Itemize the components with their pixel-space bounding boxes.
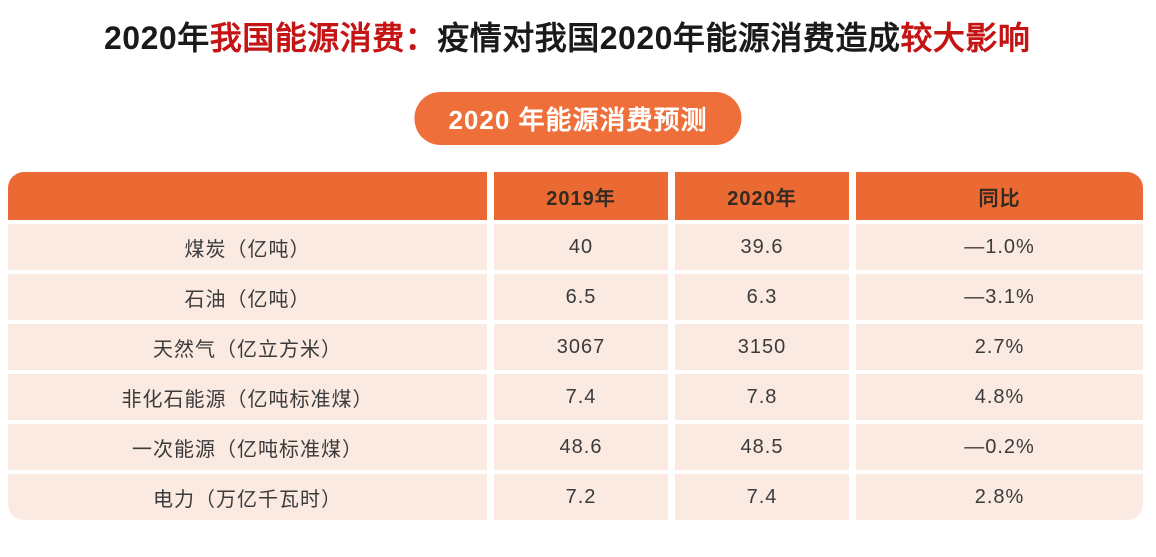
row-oil-2020: 6.3 bbox=[675, 274, 849, 320]
header-cell-2020: 2020年 bbox=[675, 172, 849, 220]
header-cell-category bbox=[8, 172, 487, 220]
row-oil-2019: 6.5 bbox=[494, 274, 668, 320]
row-primary-2020: 48.5 bbox=[675, 424, 849, 470]
title-segment-black-2: 疫情对我国2020年能源消费造成 bbox=[437, 20, 901, 56]
row-nonfossil-2020: 7.8 bbox=[675, 374, 849, 420]
row-nonfossil-yoy: 4.8% bbox=[856, 374, 1143, 420]
row-electricity-2019: 7.2 bbox=[494, 474, 668, 520]
row-gas-2019: 3067 bbox=[494, 324, 668, 370]
row-coal-label: 煤炭（亿吨） bbox=[8, 224, 487, 270]
row-nonfossil-2019: 7.4 bbox=[494, 374, 668, 420]
table-title-badge: 2020 年能源消费预测 bbox=[414, 92, 742, 145]
row-electricity-yoy: 2.8% bbox=[856, 474, 1143, 520]
row-primary-yoy: —0.2% bbox=[856, 424, 1143, 470]
title-segment-red-1: 我国能源消费： bbox=[209, 20, 438, 56]
row-electricity-label: 电力（万亿千瓦时） bbox=[8, 474, 487, 520]
row-electricity-2020: 7.4 bbox=[675, 474, 849, 520]
row-oil-yoy: —3.1% bbox=[856, 274, 1143, 320]
row-coal-2019: 40 bbox=[494, 224, 668, 270]
row-nonfossil-label: 非化石能源（亿吨标准煤） bbox=[8, 374, 487, 420]
row-gas-label: 天然气（亿立方米） bbox=[8, 324, 487, 370]
row-oil-label: 石油（亿吨） bbox=[8, 274, 487, 320]
header-cell-yoy: 同比 bbox=[856, 172, 1143, 220]
title-segment-red-2: 较大影响 bbox=[900, 20, 1031, 56]
page-title: 2020年我国能源消费：疫情对我国2020年能源消费造成较大影响 bbox=[104, 16, 1030, 60]
row-primary-2019: 48.6 bbox=[494, 424, 668, 470]
row-primary-label: 一次能源（亿吨标准煤） bbox=[8, 424, 487, 470]
row-gas-2020: 3150 bbox=[675, 324, 849, 370]
energy-forecast-table: 2019年 2020年 同比 煤炭（亿吨） 40 39.6 —1.0% 石油（亿… bbox=[8, 172, 1143, 520]
row-coal-2020: 39.6 bbox=[675, 224, 849, 270]
row-coal-yoy: —1.0% bbox=[856, 224, 1143, 270]
header-cell-2019: 2019年 bbox=[494, 172, 668, 220]
row-gas-yoy: 2.7% bbox=[856, 324, 1143, 370]
title-segment-black-1: 2020年 bbox=[104, 20, 210, 56]
